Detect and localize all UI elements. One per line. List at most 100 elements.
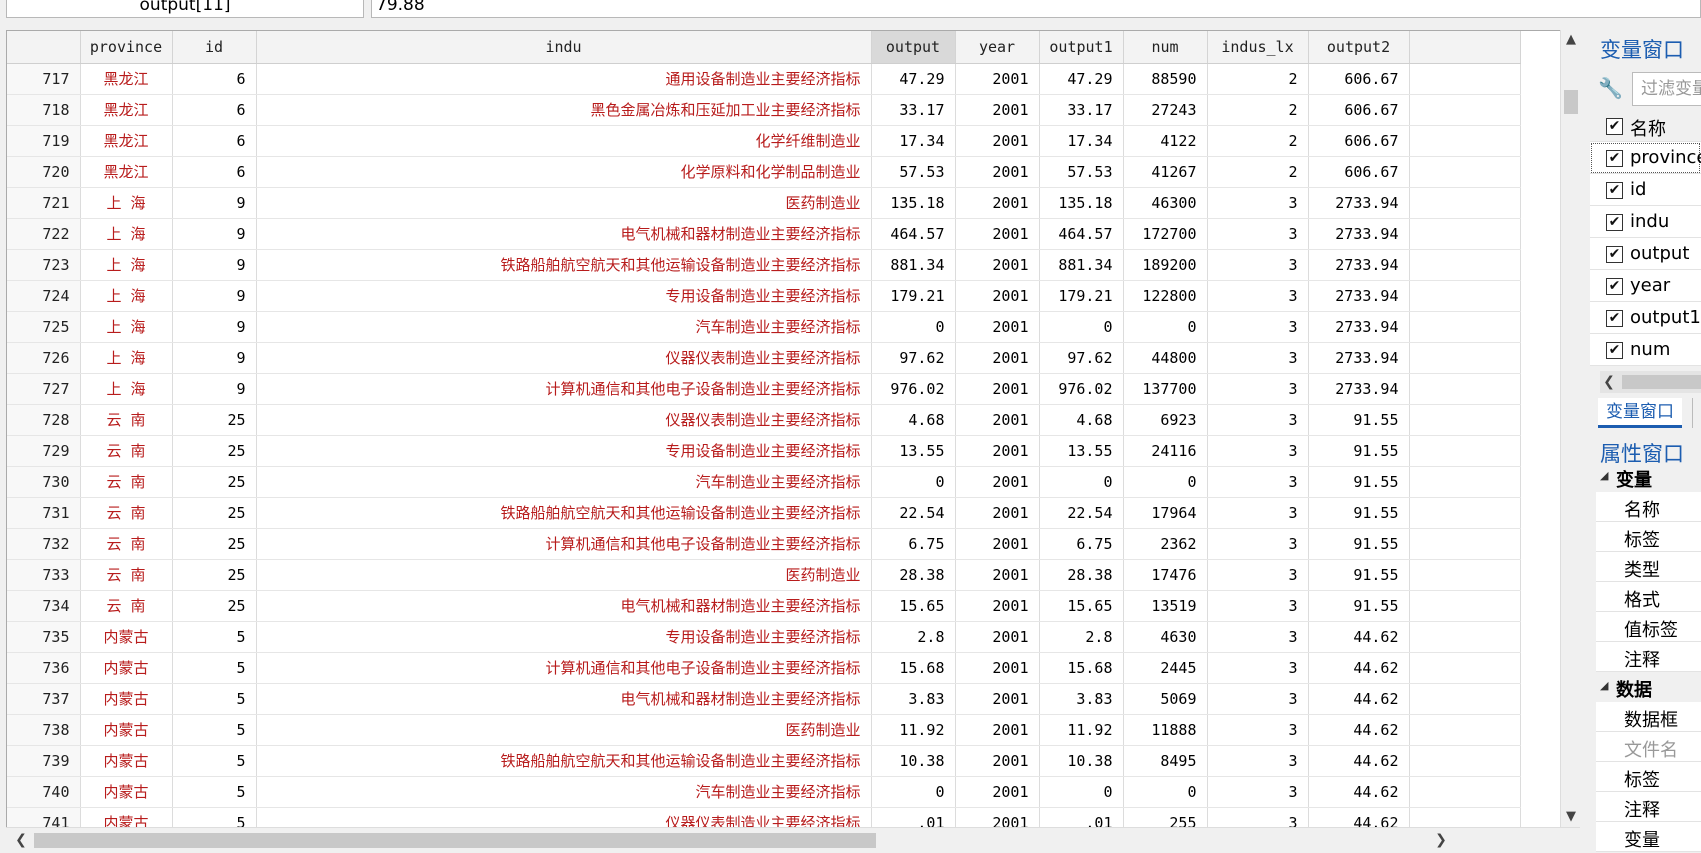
cell-output[interactable]: 6.75 <box>871 528 956 560</box>
cell-province[interactable]: 云 南 <box>80 466 173 498</box>
cell-year[interactable]: 2001 <box>955 683 1040 715</box>
property-item[interactable]: 名称 <box>1596 492 1701 522</box>
table-row[interactable]: 726 上 海 9 仪器仪表制造业主要经济指标 97.62 2001 97.62 44800 3… <box>7 342 1521 374</box>
cell-year[interactable]: 2001 <box>955 466 1040 498</box>
cell-id[interactable]: 25 <box>172 435 257 467</box>
cell-output2[interactable]: 91.55 <box>1308 590 1410 622</box>
table-row[interactable]: 724 上 海 9 专用设备制造业主要经济指标 179.21 2001 179.21 1228… <box>7 280 1521 312</box>
cell-indu[interactable]: 医药制造业 <box>256 559 872 591</box>
cell-num[interactable]: 5069 <box>1123 683 1208 715</box>
cell-output[interactable]: 57.53 <box>871 156 956 188</box>
cell-indus_lx[interactable]: 3 <box>1207 435 1309 467</box>
cell-indus_lx[interactable]: 2 <box>1207 63 1309 95</box>
vertical-scrollbar[interactable]: ▲ ▼ <box>1560 30 1580 827</box>
cell-id[interactable]: 5 <box>172 621 257 653</box>
row-number[interactable]: 735 <box>7 621 81 653</box>
cell-output2[interactable]: 2733.94 <box>1308 311 1410 343</box>
cell-province[interactable]: 上 海 <box>80 373 173 405</box>
cell-output[interactable]: 464.57 <box>871 218 956 250</box>
row-number[interactable]: 723 <box>7 249 81 281</box>
column-header-province[interactable]: province <box>80 31 173 64</box>
cell-indus_lx[interactable]: 3 <box>1207 311 1309 343</box>
table-row[interactable]: 728 云 南 25 仪器仪表制造业主要经济指标 4.68 2001 4.68 6923 3 91… <box>7 404 1521 436</box>
cell-num[interactable]: 2445 <box>1123 652 1208 684</box>
row-number[interactable]: 730 <box>7 466 81 498</box>
cell-output[interactable]: 0 <box>871 311 956 343</box>
collapse-triangle-icon[interactable]: ◢ <box>1600 469 1609 482</box>
cell-num[interactable]: 27243 <box>1123 94 1208 126</box>
cell-id[interactable]: 25 <box>172 590 257 622</box>
cell-indus_lx[interactable]: 2 <box>1207 94 1309 126</box>
cell-id[interactable]: 9 <box>172 249 257 281</box>
cell-output[interactable]: 4.68 <box>871 404 956 436</box>
cell-province[interactable]: 黑龙江 <box>80 156 173 188</box>
cell-year[interactable]: 2001 <box>955 125 1040 157</box>
cell-num[interactable]: 11888 <box>1123 714 1208 746</box>
cell-indus_lx[interactable]: 3 <box>1207 621 1309 653</box>
cell-indu[interactable]: 电气机械和器材制造业主要经济指标 <box>256 218 872 250</box>
cell-indus_lx[interactable]: 3 <box>1207 776 1309 808</box>
cell-output[interactable]: 135.18 <box>871 187 956 219</box>
cell-output1[interactable]: 179.21 <box>1039 280 1124 312</box>
cell-province[interactable]: 云 南 <box>80 404 173 436</box>
cell-year[interactable]: 2001 <box>955 404 1040 436</box>
cell-output1[interactable]: 0 <box>1039 311 1124 343</box>
cell-num[interactable]: 24116 <box>1123 435 1208 467</box>
table-row[interactable]: 730 云 南 25 汽车制造业主要经济指标 0 2001 0 0 3 91.55 <box>7 466 1521 498</box>
row-number[interactable]: 732 <box>7 528 81 560</box>
cell-indus_lx[interactable]: 3 <box>1207 404 1309 436</box>
variable-checkbox[interactable]: ✔ <box>1606 278 1623 295</box>
variable-item-province[interactable]: ✔ province <box>1590 142 1701 174</box>
cell-indus_lx[interactable]: 3 <box>1207 280 1309 312</box>
check-all-checkbox[interactable]: ✔ <box>1606 118 1623 135</box>
cell-year[interactable]: 2001 <box>955 497 1040 529</box>
cell-indus_lx[interactable]: 3 <box>1207 714 1309 746</box>
tab-next[interactable] <box>1692 398 1701 428</box>
cell-output1[interactable]: 2.8 <box>1039 621 1124 653</box>
column-header-output[interactable]: output <box>871 31 956 64</box>
cell-province[interactable]: 云 南 <box>80 435 173 467</box>
row-number[interactable]: 738 <box>7 714 81 746</box>
cell-province[interactable]: 云 南 <box>80 528 173 560</box>
table-row[interactable]: 739 内蒙古 5 铁路船舶航空航天和其他运输设备制造业主要经济指标 10.38 2001… <box>7 745 1521 777</box>
cell-output1[interactable]: 135.18 <box>1039 187 1124 219</box>
cell-province[interactable]: 黑龙江 <box>80 94 173 126</box>
cell-output1[interactable]: 976.02 <box>1039 373 1124 405</box>
cell-num[interactable]: 0 <box>1123 466 1208 498</box>
row-number[interactable]: 737 <box>7 683 81 715</box>
cell-output2[interactable]: 2733.94 <box>1308 187 1410 219</box>
scroll-right-icon[interactable]: ❯ <box>1435 832 1447 848</box>
row-number[interactable]: 727 <box>7 373 81 405</box>
cell-year[interactable]: 2001 <box>955 218 1040 250</box>
variable-item-indu[interactable]: ✔ indu <box>1590 206 1701 238</box>
row-number[interactable]: 731 <box>7 497 81 529</box>
property-section[interactable]: ◢ 数据 <box>1596 672 1701 702</box>
cell-indus_lx[interactable]: 3 <box>1207 590 1309 622</box>
cell-id[interactable]: 6 <box>172 156 257 188</box>
cell-num[interactable]: 8495 <box>1123 745 1208 777</box>
table-row[interactable]: 732 云 南 25 计算机通信和其他电子设备制造业主要经济指标 6.75 2001 6.7… <box>7 528 1521 560</box>
cell-year[interactable]: 2001 <box>955 63 1040 95</box>
cell-num[interactable]: 4630 <box>1123 621 1208 653</box>
cell-output1[interactable]: 15.65 <box>1039 590 1124 622</box>
cell-output[interactable]: 0 <box>871 466 956 498</box>
cell-output2[interactable]: 91.55 <box>1308 466 1410 498</box>
variable-item-year[interactable]: ✔ year <box>1590 270 1701 302</box>
cell-output2[interactable]: 606.67 <box>1308 63 1410 95</box>
cell-id[interactable]: 25 <box>172 404 257 436</box>
cell-indu[interactable]: 专用设备制造业主要经济指标 <box>256 435 872 467</box>
tab-variables-window[interactable]: 变量窗口 <box>1598 398 1682 428</box>
cell-name-box[interactable]: output[11] <box>6 0 364 18</box>
cell-indu[interactable]: 铁路船舶航空航天和其他运输设备制造业主要经济指标 <box>256 497 872 529</box>
cell-id[interactable]: 5 <box>172 776 257 808</box>
row-number-header[interactable] <box>7 31 81 64</box>
cell-indus_lx[interactable]: 3 <box>1207 249 1309 281</box>
cell-indu[interactable]: 专用设备制造业主要经济指标 <box>256 621 872 653</box>
cell-num[interactable]: 44800 <box>1123 342 1208 374</box>
table-row[interactable]: 731 云 南 25 铁路船舶航空航天和其他运输设备制造业主要经济指标 22.54 200… <box>7 497 1521 529</box>
scroll-left-icon[interactable]: ❮ <box>15 832 27 848</box>
cell-output2[interactable]: 91.55 <box>1308 559 1410 591</box>
cell-indus_lx[interactable]: 3 <box>1207 218 1309 250</box>
variable-checkbox[interactable]: ✔ <box>1606 182 1623 199</box>
property-item[interactable]: 文件名 <box>1596 732 1701 762</box>
